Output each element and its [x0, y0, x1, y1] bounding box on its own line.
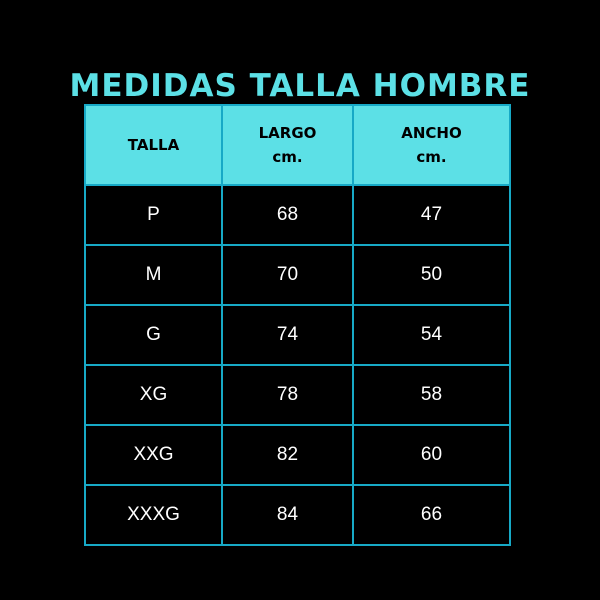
cell-talla: XXXG — [84, 484, 223, 546]
cell-largo: 74 — [221, 304, 354, 366]
header-largo-unit: cm. — [272, 148, 303, 166]
cell-ancho: 50 — [352, 244, 511, 306]
table-row: XXXG 84 66 — [84, 484, 511, 546]
header-ancho-unit: cm. — [416, 148, 447, 166]
table-row: M 70 50 — [84, 244, 511, 306]
cell-talla: M — [84, 244, 223, 306]
cell-talla: G — [84, 304, 223, 366]
table-header-row: TALLA LARGO cm. ANCHO cm. — [84, 104, 511, 186]
cell-ancho: 60 — [352, 424, 511, 486]
header-largo: LARGO cm. — [221, 104, 354, 186]
cell-largo: 84 — [221, 484, 354, 546]
size-table: TALLA LARGO cm. ANCHO cm. P 68 47 M 70 50 G 74 54 X… — [84, 104, 511, 546]
table-row: XXG 82 60 — [84, 424, 511, 486]
cell-largo: 82 — [221, 424, 354, 486]
table-row: P 68 47 — [84, 184, 511, 246]
page-title: MEDIDAS TALLA HOMBRE — [69, 68, 531, 104]
table-row: G 74 54 — [84, 304, 511, 366]
cell-largo: 70 — [221, 244, 354, 306]
cell-talla: XG — [84, 364, 223, 426]
cell-talla: P — [84, 184, 223, 246]
cell-ancho: 54 — [352, 304, 511, 366]
table-row: XG 78 58 — [84, 364, 511, 426]
cell-ancho: 58 — [352, 364, 511, 426]
cell-largo: 68 — [221, 184, 354, 246]
cell-ancho: 66 — [352, 484, 511, 546]
header-ancho-label: ANCHO — [401, 124, 462, 142]
header-talla-label: TALLA — [127, 136, 180, 154]
header-largo-label: LARGO — [258, 124, 317, 142]
cell-largo: 78 — [221, 364, 354, 426]
header-talla: TALLA — [84, 104, 223, 186]
cell-talla: XXG — [84, 424, 223, 486]
cell-ancho: 47 — [352, 184, 511, 246]
header-ancho: ANCHO cm. — [352, 104, 511, 186]
